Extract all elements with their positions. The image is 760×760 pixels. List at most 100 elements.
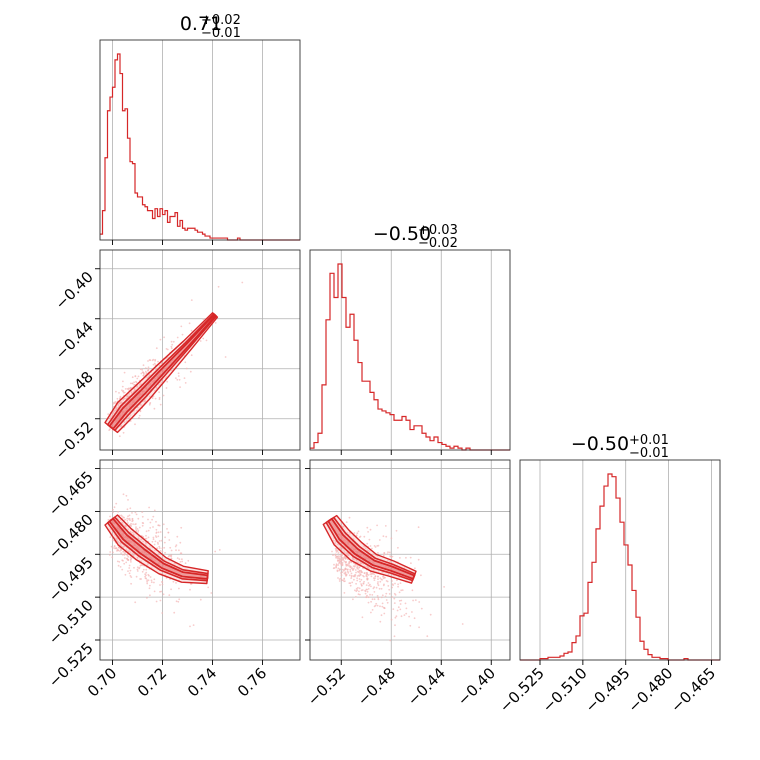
point-p10 — [137, 375, 140, 378]
histogram-p00 — [100, 53, 300, 241]
point-p10 — [156, 376, 159, 378]
point-p21 — [387, 585, 390, 587]
point-p21 — [356, 532, 359, 535]
point-p20 — [176, 557, 179, 559]
point-p20 — [149, 527, 152, 529]
point-p20 — [109, 551, 112, 553]
point-p21 — [354, 589, 356, 592]
point-p21 — [387, 573, 390, 576]
point-p21 — [395, 615, 398, 618]
point-p20 — [132, 523, 135, 525]
point-p21 — [373, 605, 376, 608]
point-p21 — [377, 544, 380, 547]
point-p21 — [418, 626, 420, 629]
point-p21 — [343, 572, 346, 575]
point-p21 — [358, 574, 360, 577]
point-p21 — [367, 557, 370, 560]
point-p21 — [363, 572, 366, 574]
point-p21 — [394, 582, 396, 585]
point-p21 — [368, 550, 371, 553]
point-p21 — [347, 543, 350, 546]
point-p21 — [358, 578, 361, 580]
point-p10 — [214, 322, 217, 324]
point-p10 — [122, 431, 125, 434]
point-p10 — [149, 382, 152, 385]
point-p10 — [142, 364, 145, 367]
point-p10 — [107, 413, 110, 415]
point-p20 — [129, 569, 132, 572]
point-p21 — [346, 564, 348, 566]
point-p21 — [369, 593, 371, 596]
contour-p10-level0 — [104, 312, 219, 434]
point-p10 — [138, 417, 140, 419]
point-p21 — [354, 563, 357, 566]
point-p20 — [129, 519, 131, 522]
point-p20 — [145, 534, 147, 537]
point-p10 — [152, 358, 155, 361]
point-p20 — [162, 593, 165, 596]
point-p10 — [224, 356, 227, 358]
point-p20 — [109, 536, 112, 538]
point-p21 — [352, 565, 355, 568]
point-p20 — [133, 542, 136, 545]
point-p21 — [429, 613, 432, 616]
point-p21 — [378, 539, 381, 541]
point-p21 — [369, 545, 372, 547]
ticks-p00 — [112, 240, 263, 245]
point-p20 — [151, 540, 154, 543]
point-p20 — [120, 552, 122, 555]
contour-p20-level0 — [104, 514, 209, 585]
point-p10 — [121, 389, 123, 392]
point-p10 — [145, 372, 148, 374]
point-p10 — [175, 377, 177, 379]
grid-p00 — [112, 40, 263, 240]
point-p20 — [112, 547, 114, 549]
point-p21 — [335, 549, 337, 552]
point-p21 — [355, 596, 357, 598]
point-p21 — [376, 582, 379, 585]
point-p21 — [344, 580, 346, 582]
point-p20 — [130, 582, 133, 585]
point-p21 — [367, 596, 370, 599]
point-p20 — [161, 581, 164, 583]
point-p21 — [339, 555, 341, 558]
point-p20 — [144, 573, 147, 576]
point-p20 — [177, 600, 180, 603]
panel-p00: 0.71 +0.02 −0.01 — [99, 13, 301, 245]
point-p21 — [392, 584, 394, 586]
title-p22-minus: −0.01 — [629, 446, 669, 461]
point-p20 — [125, 539, 128, 541]
contour-p10-level2 — [108, 313, 217, 430]
point-p20 — [168, 539, 171, 541]
point-p21 — [356, 589, 359, 592]
point-p20 — [128, 564, 131, 567]
point-p10 — [134, 397, 137, 400]
point-p20 — [141, 551, 143, 554]
point-p10 — [172, 359, 174, 362]
point-p21 — [381, 578, 383, 581]
ytick-label-p10-3: −0.52 — [52, 418, 97, 463]
point-p21 — [353, 532, 356, 534]
point-p21 — [357, 550, 360, 553]
frame-p10 — [99, 249, 301, 451]
point-p20 — [162, 523, 165, 526]
point-p10 — [153, 362, 156, 365]
point-p21 — [352, 568, 354, 571]
point-p10 — [157, 360, 159, 363]
point-p20 — [128, 572, 131, 575]
point-p20 — [145, 530, 148, 533]
point-p21 — [398, 591, 401, 594]
point-p21 — [345, 561, 347, 564]
point-p21 — [384, 525, 387, 527]
point-p10 — [137, 394, 140, 397]
point-p10 — [147, 383, 150, 386]
point-p21 — [355, 559, 358, 562]
point-p21 — [373, 579, 376, 581]
point-p21 — [340, 536, 343, 539]
point-p10 — [114, 400, 117, 403]
point-p21 — [412, 599, 414, 602]
point-p20 — [141, 515, 144, 518]
point-p10 — [158, 364, 161, 367]
point-p21 — [332, 539, 335, 542]
point-p21 — [411, 611, 413, 613]
